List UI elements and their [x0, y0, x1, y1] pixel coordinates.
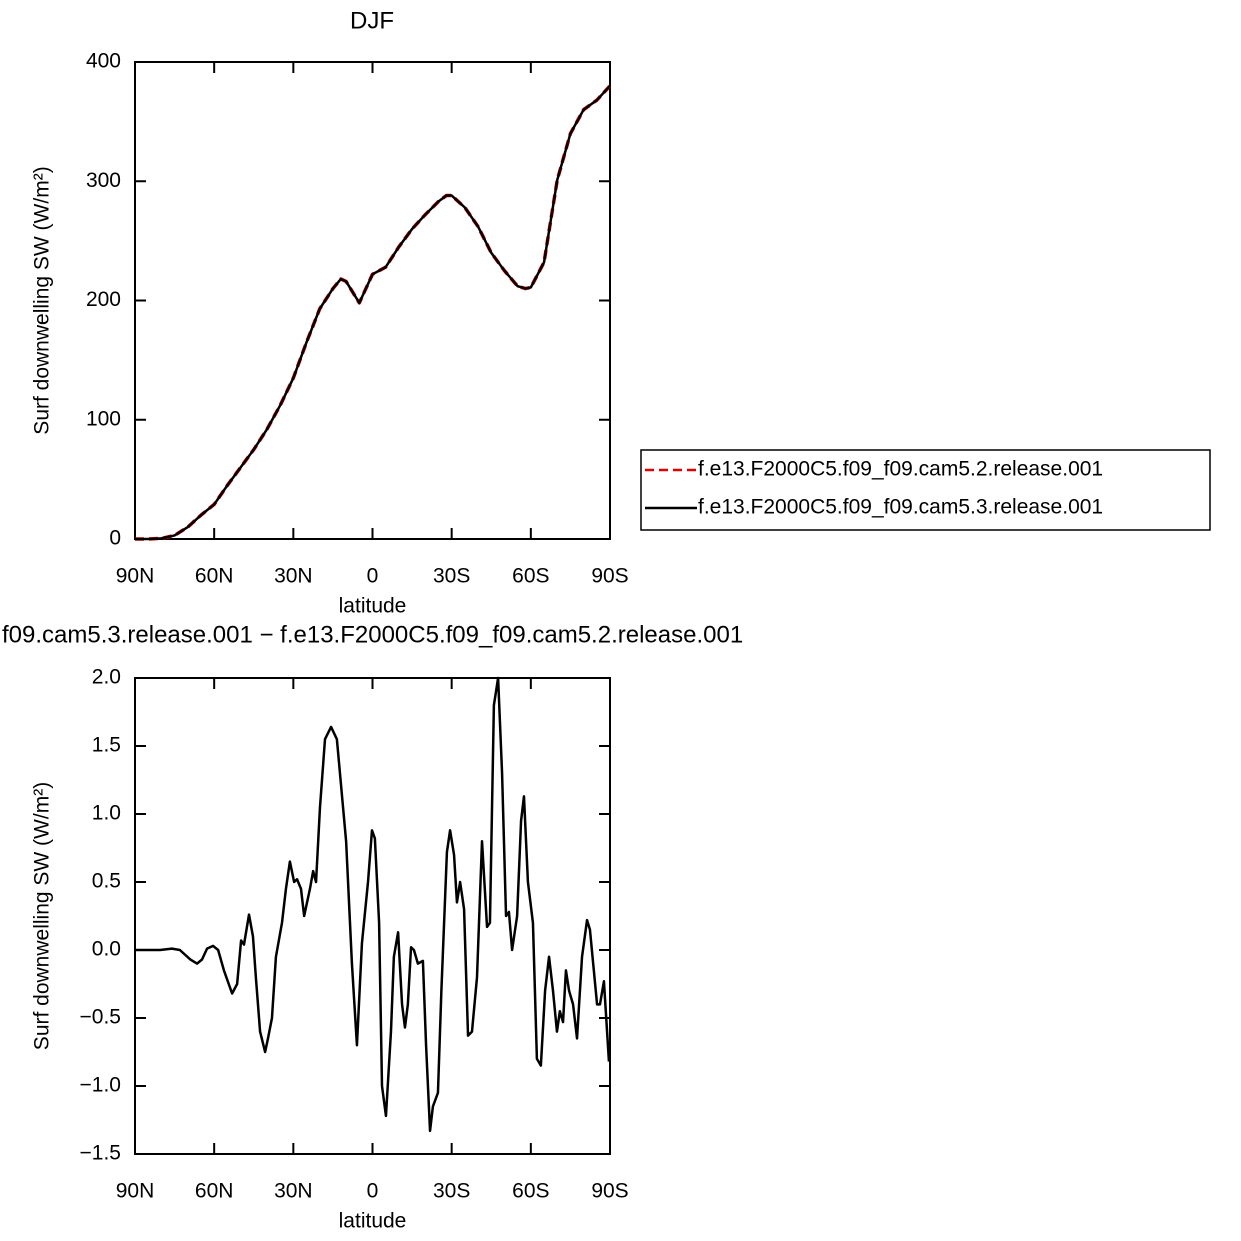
y-tick-label: −0.5	[80, 1006, 121, 1029]
plot-frame	[134, 61, 611, 540]
x-tick-label: 60N	[195, 1180, 234, 1203]
x-tick-label: 30N	[274, 1180, 313, 1203]
x-tick-label: 30N	[274, 565, 313, 588]
y-tick-label: 0.0	[92, 938, 121, 961]
x-tick-label: 90S	[591, 565, 628, 588]
y-axis-label: Surf downwelling SW (W/m²)	[31, 166, 54, 434]
x-tick-label: 60N	[195, 565, 234, 588]
series-line	[135, 84, 612, 541]
y-tick-label: 100	[86, 407, 121, 430]
legend-box	[640, 449, 1211, 531]
chart-title: DJF	[350, 7, 394, 34]
y-tick-label: 400	[86, 50, 121, 73]
plot-frame	[134, 677, 611, 1155]
y-tick-label: −1.0	[80, 1074, 121, 1097]
x-tick-label: 30S	[433, 1180, 470, 1203]
y-tick-label: 0.5	[92, 870, 121, 893]
y-tick-label: 0	[109, 527, 121, 550]
legend-label: f.e13.F2000C5.f09_f09.cam5.2.release.001	[698, 458, 1103, 481]
x-tick-label: 30S	[433, 565, 470, 588]
legend-label: f.e13.F2000C5.f09_f09.cam5.3.release.001	[698, 496, 1103, 519]
y-tick-label: −1.5	[80, 1142, 121, 1165]
y-tick-label: 300	[86, 169, 121, 192]
chart-title: f09.cam5.3.release.001 − f.e13.F2000C5.f…	[2, 621, 743, 648]
y-tick-label: 1.0	[92, 802, 121, 825]
x-axis-label: latitude	[339, 595, 407, 618]
x-tick-label: 0	[367, 565, 379, 588]
series-line	[135, 85, 611, 541]
x-tick-label: 60S	[512, 1180, 549, 1203]
y-tick-label: 1.5	[92, 734, 121, 757]
x-tick-label: 60S	[512, 565, 549, 588]
series-line	[135, 676, 611, 1133]
y-axis-label: Surf downwelling SW (W/m²)	[31, 782, 54, 1050]
y-tick-label: 200	[86, 288, 121, 311]
y-tick-label: 2.0	[92, 666, 121, 689]
x-tick-label: 90N	[116, 1180, 155, 1203]
x-tick-label: 90N	[116, 565, 155, 588]
x-tick-label: 0	[367, 1180, 379, 1203]
x-axis-label: latitude	[339, 1210, 407, 1233]
x-tick-label: 90S	[591, 1180, 628, 1203]
